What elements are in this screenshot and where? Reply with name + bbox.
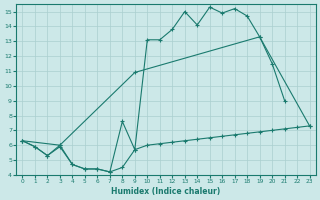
X-axis label: Humidex (Indice chaleur): Humidex (Indice chaleur) xyxy=(111,187,221,196)
